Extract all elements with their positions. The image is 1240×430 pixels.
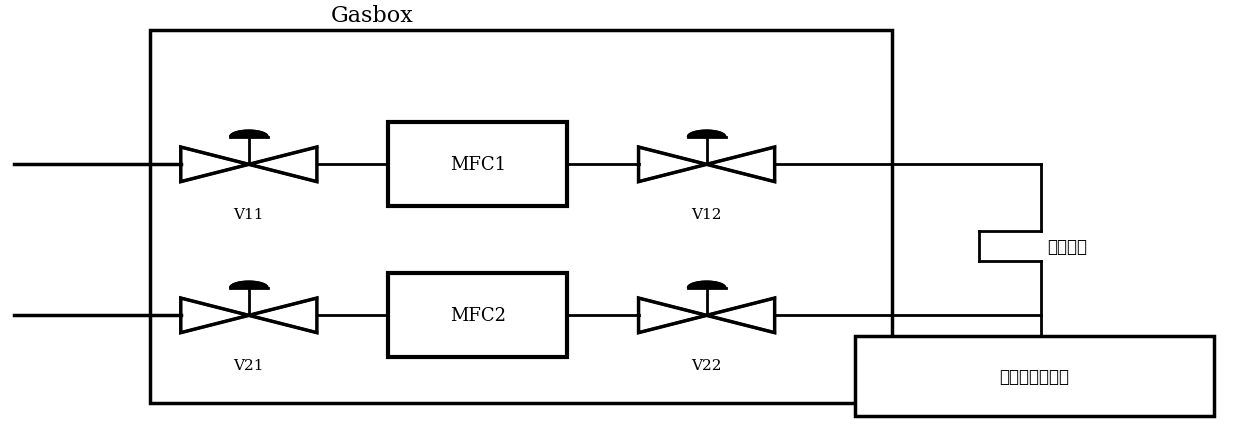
FancyBboxPatch shape: [388, 274, 568, 357]
Text: V22: V22: [692, 359, 722, 372]
Text: V21: V21: [233, 359, 264, 372]
Text: Gasbox: Gasbox: [331, 5, 414, 27]
Text: V12: V12: [692, 208, 722, 222]
Text: MFC1: MFC1: [450, 156, 506, 174]
FancyBboxPatch shape: [856, 337, 1214, 416]
Text: MFC2: MFC2: [450, 307, 506, 325]
FancyBboxPatch shape: [388, 123, 568, 207]
Text: V11: V11: [233, 208, 264, 222]
Text: 混气管路: 混气管路: [1047, 238, 1086, 255]
Polygon shape: [687, 282, 725, 288]
Polygon shape: [687, 131, 725, 137]
Text: 腔室的气体入口: 腔室的气体入口: [999, 367, 1069, 385]
Polygon shape: [229, 282, 268, 288]
Polygon shape: [229, 131, 268, 137]
FancyBboxPatch shape: [150, 31, 893, 403]
